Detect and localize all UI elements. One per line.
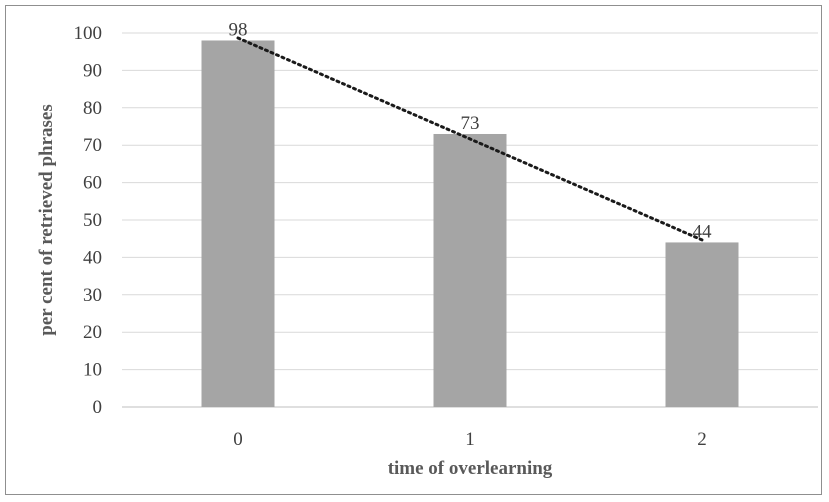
y-tick-label: 40 xyxy=(83,247,102,268)
y-axis-title: per cent of retrieved phrases xyxy=(36,104,57,335)
x-axis-title: time of overlearning xyxy=(388,458,553,479)
data-labels: 98 73 44 xyxy=(229,19,713,242)
y-axis-ticks: 0 10 20 30 40 50 60 70 80 90 100 xyxy=(74,23,103,418)
x-tick-label: 2 xyxy=(697,429,707,450)
bar-1 xyxy=(433,133,507,408)
y-tick-label: 10 xyxy=(83,360,102,381)
x-tick-label: 0 xyxy=(233,429,243,450)
data-label-0: 98 xyxy=(229,19,248,40)
y-tick-label: 100 xyxy=(74,23,103,44)
y-tick-label: 30 xyxy=(83,285,102,306)
trendline xyxy=(236,36,704,242)
x-axis-ticks: 0 1 2 xyxy=(233,429,707,450)
y-tick-label: 90 xyxy=(83,60,102,81)
y-tick-label: 50 xyxy=(83,210,102,231)
trendline-layer xyxy=(236,36,704,242)
y-tick-label: 80 xyxy=(83,98,102,119)
data-label-1: 73 xyxy=(461,113,480,134)
bar-2 xyxy=(665,242,739,407)
x-tick-label: 1 xyxy=(465,429,475,450)
bar-0 xyxy=(201,40,275,407)
data-label-2: 44 xyxy=(693,221,713,242)
y-tick-label: 70 xyxy=(83,135,102,156)
y-tick-label: 20 xyxy=(83,322,102,343)
y-tick-label: 60 xyxy=(83,173,102,194)
y-tick-label: 0 xyxy=(93,397,103,418)
bars xyxy=(201,40,739,408)
